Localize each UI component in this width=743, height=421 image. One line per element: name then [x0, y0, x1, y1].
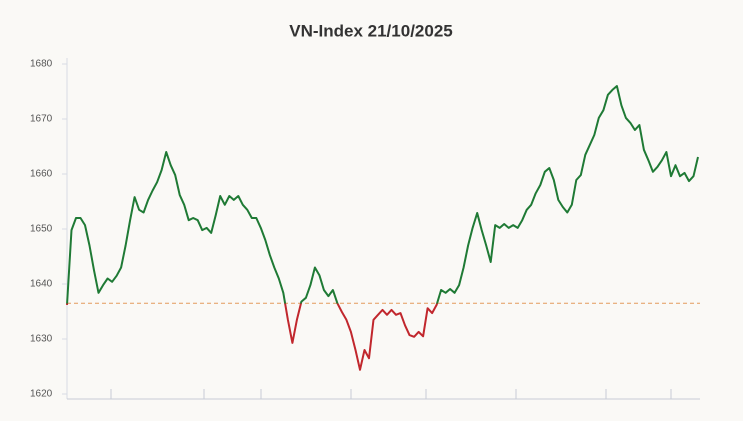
y-tick-label: 1640	[30, 279, 53, 290]
y-tick-label: 1660	[30, 169, 53, 180]
index-line	[66, 85, 699, 371]
y-tick-label: 1630	[30, 334, 53, 345]
x-axis-ticks	[110, 389, 672, 399]
y-tick-label: 1620	[30, 389, 53, 400]
y-tick-label: 1680	[30, 59, 53, 70]
y-tick-label: 1650	[30, 224, 53, 235]
y-tick-label: 1670	[30, 114, 53, 125]
chart-title: VN-Index 21/10/2025	[289, 21, 452, 40]
